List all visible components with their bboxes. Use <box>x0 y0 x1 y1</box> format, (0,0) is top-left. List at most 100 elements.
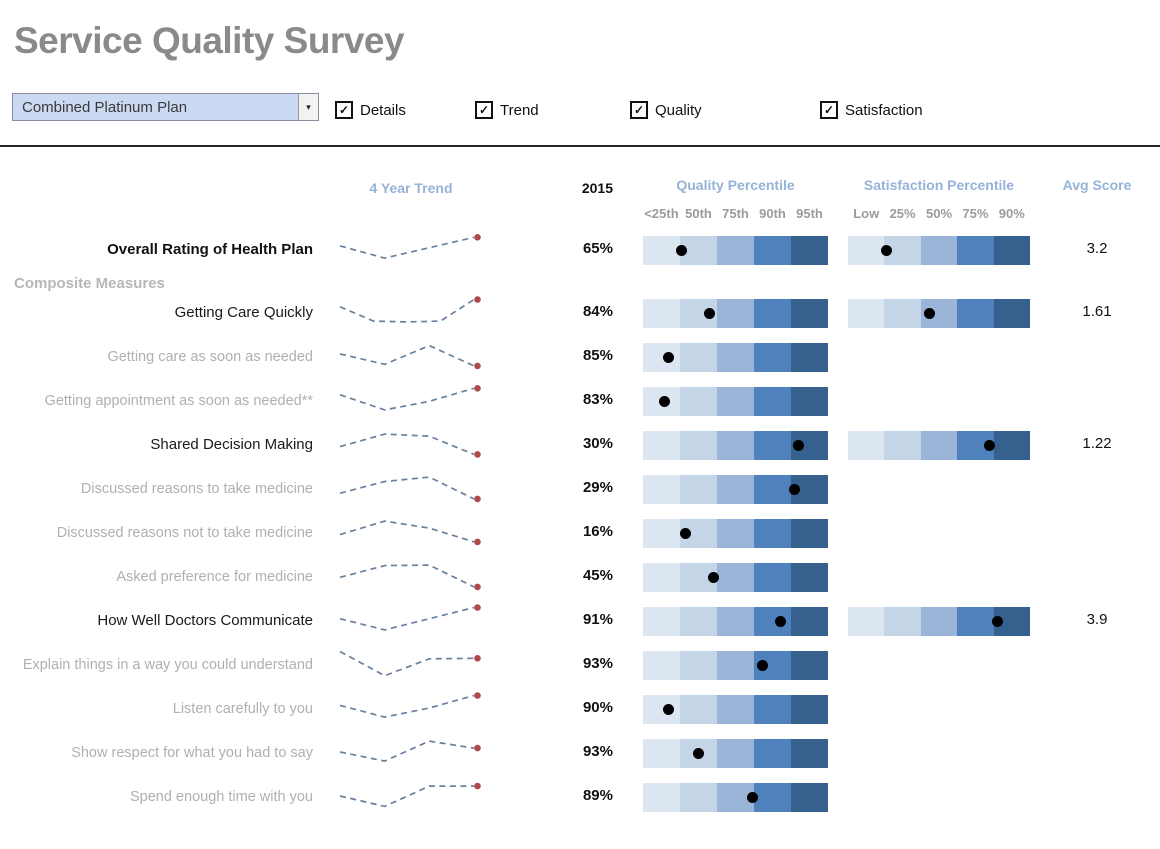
checkbox-label: Trend <box>500 101 539 119</box>
trend-endpoint-marker <box>474 385 481 392</box>
quality-bar <box>643 298 828 328</box>
satisfaction-bar <box>848 430 1031 460</box>
quality-bar-segment <box>791 235 828 265</box>
quality-bar-segment <box>717 606 754 636</box>
row-label: Asked preference for medicine <box>116 569 313 585</box>
trend-sparkline <box>339 296 481 323</box>
quality-bar-segment <box>791 606 828 636</box>
trend-column-header: 4 Year Trend <box>369 180 453 196</box>
quality-percentile-dot <box>658 395 670 407</box>
trend-endpoint-marker <box>474 234 481 241</box>
quality-bar-segment <box>754 518 791 548</box>
checkbox-checked-icon[interactable]: ✓ <box>630 101 648 119</box>
quality-percentile-dot <box>663 703 675 715</box>
satisfaction-bar <box>848 606 1031 636</box>
checkbox-checked-icon[interactable]: ✓ <box>820 101 838 119</box>
quality-bar-segment <box>680 650 717 680</box>
quality-bar-segment <box>717 518 754 548</box>
row-label: Discussed reasons not to take medicine <box>56 525 313 541</box>
section-label: Composite Measures <box>14 275 165 292</box>
quality-bar <box>643 562 828 592</box>
quality-bar <box>643 694 828 724</box>
quality-bar-segment <box>791 298 828 328</box>
trend-sparkline <box>339 782 481 808</box>
quality-bar-segment <box>643 694 680 724</box>
quality-bar-segment <box>643 650 680 680</box>
checkbox-row: ✓ Details ✓ Trend ✓ Quality ✓ Satisfaction <box>0 101 1160 125</box>
quality-bar-segment <box>643 782 680 812</box>
quality-bar-segment <box>791 562 828 592</box>
trend-sparkline <box>339 650 481 677</box>
quality-bar <box>643 474 828 504</box>
row-label: Getting Care Quickly <box>174 304 313 321</box>
trend-sparkline <box>339 740 481 762</box>
satisfaction-bar-segment <box>848 430 885 460</box>
year-value: 85% <box>582 347 613 364</box>
satisfaction-bar-segment <box>957 606 994 636</box>
checkbox-checked-icon[interactable]: ✓ <box>475 101 493 119</box>
row-label: Getting care as soon as needed <box>107 349 313 365</box>
quality-bar-segment <box>717 738 754 768</box>
trend-sparkline <box>339 692 481 718</box>
trend-line <box>339 694 475 718</box>
checkbox-satisfaction[interactable]: ✓ Satisfaction <box>820 101 923 119</box>
quality-bar-segment <box>791 738 828 768</box>
quality-bar-segment <box>643 430 680 460</box>
axis-tick-label: 50th <box>685 206 712 221</box>
trend-line <box>339 236 475 259</box>
axis-tick-label: 75th <box>722 206 749 221</box>
checkbox-trend[interactable]: ✓ Trend <box>475 101 539 119</box>
quality-bar-segment <box>754 386 791 416</box>
quality-bar <box>643 738 828 768</box>
quality-bar-segment <box>754 738 791 768</box>
quality-bar-segment <box>791 694 828 724</box>
quality-bar-segment <box>791 650 828 680</box>
dropdown-arrow-icon[interactable]: ▾ <box>298 94 318 120</box>
year-value: 30% <box>582 435 613 452</box>
quality-bar-segment <box>754 474 791 504</box>
checkbox-label: Details <box>360 101 406 119</box>
trend-line <box>339 476 475 500</box>
trend-sparkline <box>339 604 481 631</box>
axis-tick-label: 50% <box>925 206 953 221</box>
satisfaction-bar <box>848 298 1031 328</box>
year-value: 93% <box>582 743 613 760</box>
year-value: 84% <box>582 303 613 320</box>
quality-bar-segment <box>643 738 680 768</box>
satisfaction-bar-segment <box>848 298 885 328</box>
plan-dropdown[interactable]: Combined Platinum Plan ▾ <box>12 93 319 121</box>
quality-bar-segment <box>717 694 754 724</box>
trend-endpoint-marker <box>474 604 481 611</box>
quality-bar-segment <box>643 606 680 636</box>
row-label: Discussed reasons to take medicine <box>80 481 313 497</box>
checkbox-checked-icon[interactable]: ✓ <box>335 101 353 119</box>
trend-line <box>339 387 475 411</box>
trend-line <box>339 344 475 367</box>
quality-bar-segment <box>717 474 754 504</box>
avg-score: 3.9 <box>1086 611 1108 628</box>
satisfaction-bar-segment <box>848 235 885 265</box>
trend-endpoint-marker <box>474 451 481 458</box>
quality-bar-segment <box>717 386 754 416</box>
trend-line <box>339 520 475 543</box>
quality-bar-segment <box>643 518 680 548</box>
year-value: 83% <box>582 391 613 408</box>
row-label: Spend enough time with you <box>130 789 313 805</box>
satisfaction-bar-segment <box>920 430 958 460</box>
avg-score-column-header: Avg Score <box>1062 177 1132 193</box>
quality-bar <box>643 606 828 636</box>
quality-bar <box>643 386 828 416</box>
row-label: Listen carefully to you <box>172 701 313 717</box>
checkbox-details[interactable]: ✓ Details <box>335 101 406 119</box>
trend-endpoint-marker <box>474 538 481 546</box>
quality-bar-segment <box>680 782 717 812</box>
quality-bar-segment <box>717 430 754 460</box>
year-value: 65% <box>582 240 613 257</box>
quality-column-header: Quality Percentile <box>676 177 795 193</box>
trend-endpoint-marker <box>474 583 481 591</box>
quality-bar-segment <box>717 298 754 328</box>
axis-tick-label: 90th <box>759 206 786 221</box>
satisfaction-bar-segment <box>848 606 885 636</box>
checkbox-quality[interactable]: ✓ Quality <box>630 101 702 119</box>
